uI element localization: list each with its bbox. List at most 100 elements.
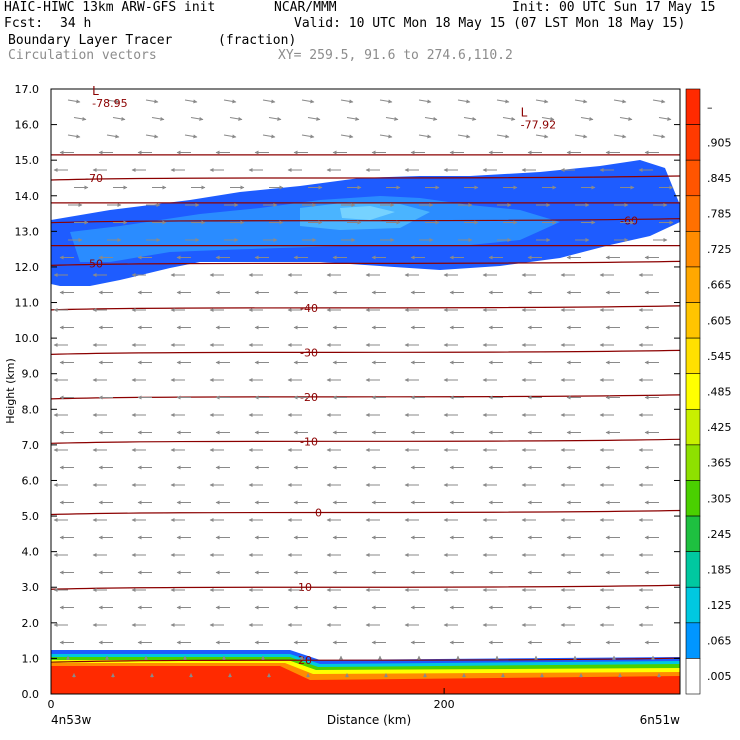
wind-vector <box>496 134 510 139</box>
wind-vector <box>112 116 126 121</box>
colorbar-label: .365 <box>707 457 732 470</box>
y-tick-label: 16.0 <box>15 119 40 132</box>
y-tick-label: 14.0 <box>15 190 40 203</box>
wind-vector <box>346 116 360 121</box>
wind-vector <box>457 99 471 104</box>
field2-title: Circulation vectors <box>8 48 157 63</box>
y-tick-label: 12.0 <box>15 261 40 274</box>
isotherm-line <box>51 394 680 400</box>
colorbar-label: .005 <box>707 670 732 683</box>
isotherm-line <box>51 657 680 663</box>
extremum-symbol: L <box>521 106 528 120</box>
colorbar-swatch <box>685 124 701 161</box>
y-tick-label: 8.0 <box>22 403 40 416</box>
colorbar-swatch <box>685 444 701 481</box>
wind-vector <box>184 134 198 139</box>
isotherm-label: -40 <box>300 302 318 315</box>
wind-vector <box>340 134 354 139</box>
colorbar-swatch <box>685 266 701 303</box>
wind-vector <box>541 116 555 121</box>
isotherm-label: 0 <box>315 507 322 520</box>
wind-vector <box>502 116 516 121</box>
wind-vector <box>580 116 594 121</box>
colorbar-label: .305 <box>707 492 732 505</box>
colorbar-label: .245 <box>707 528 732 541</box>
wind-vector <box>379 99 393 104</box>
tracer-plume-core <box>340 206 395 220</box>
wind-vector <box>106 134 120 139</box>
wind-vector <box>574 99 588 104</box>
colorbar-label: .485 <box>707 386 732 399</box>
wind-vector <box>496 99 510 104</box>
wind-vector <box>301 99 315 104</box>
wind-vector <box>190 116 204 121</box>
colorbar-swatch <box>685 302 701 339</box>
valid-time: Valid: 10 UTC Mon 18 May 15 (07 LST Mon … <box>294 16 686 31</box>
colorbar-swatch <box>685 195 701 232</box>
x-end-label-right: 6n51w <box>640 713 681 727</box>
wind-vector <box>418 99 432 104</box>
isotherm-line <box>51 509 680 516</box>
wind-vector <box>613 99 627 104</box>
wind-vector <box>229 116 243 121</box>
fcst-label: Fcst: <box>4 16 44 31</box>
isotherm-line <box>51 175 680 181</box>
isotherm-label: -50 <box>85 257 103 270</box>
isotherm-label: -20 <box>300 391 318 404</box>
y-tick-label: 5.0 <box>22 510 40 523</box>
x-tick-label: 200 <box>434 698 455 711</box>
y-tick-label: 1.0 <box>22 652 40 665</box>
extremum-value: -78.95 <box>92 97 127 110</box>
y-tick-label: 6.0 <box>22 474 40 487</box>
wind-vector <box>457 134 471 139</box>
y-axis-label: Height (km) <box>4 358 17 424</box>
wind-vector <box>652 134 666 139</box>
wind-vector <box>652 99 666 104</box>
wind-vector <box>307 116 321 121</box>
extremum-symbol: L <box>92 84 99 98</box>
wind-vector <box>73 116 87 121</box>
field1-units: (fraction) <box>218 33 297 48</box>
colorbar-swatch <box>685 373 701 410</box>
colorbar-swatch <box>685 658 701 695</box>
colorbar-label: .425 <box>707 421 732 434</box>
wind-vector <box>379 134 393 139</box>
wind-vector <box>67 134 81 139</box>
xy-range: XY= 259.5, 91.6 to 274.6,110.2 <box>278 48 513 63</box>
y-tick-label: 3.0 <box>22 581 40 594</box>
wind-vector <box>223 134 237 139</box>
isotherm-label: -30 <box>300 346 318 359</box>
y-tick-label: 0.0 <box>22 688 40 701</box>
colorbar-label: .845 <box>707 172 732 185</box>
colorbar-label: .125 <box>707 599 732 612</box>
wind-vector <box>145 134 159 139</box>
colorbar-label: .785 <box>707 208 732 221</box>
wind-vector <box>613 134 627 139</box>
wind-vector <box>658 116 672 121</box>
y-tick-label: 9.0 <box>22 368 40 381</box>
wind-vector <box>223 99 237 104</box>
colorbar-swatch <box>685 159 701 197</box>
isotherm-line <box>51 305 680 311</box>
colorbar-swatch <box>685 337 701 375</box>
wind-vector <box>151 116 165 121</box>
wind-vector <box>106 99 120 104</box>
colorbar-swatch <box>685 586 701 624</box>
colorbar-label: .065 <box>707 635 732 648</box>
colorbar-label: .725 <box>707 243 732 256</box>
x-tick-label: 0 <box>48 698 55 711</box>
org-label: NCAR/MMM <box>274 0 337 15</box>
wind-vector <box>418 134 432 139</box>
isotherm-label: -70 <box>85 172 103 185</box>
colorbar-label: .605 <box>707 314 732 327</box>
x-axis-label: Distance (km) <box>327 713 411 727</box>
isotherm-label: 10 <box>298 581 312 594</box>
y-tick-label: 10.0 <box>15 332 40 345</box>
colorbar-swatch <box>685 231 701 268</box>
wind-vector <box>262 134 276 139</box>
colorbar-swatch <box>685 480 701 517</box>
field1-title: Boundary Layer Tracer <box>8 33 173 48</box>
y-tick-label: 11.0 <box>15 297 40 310</box>
wind-vector <box>463 116 477 121</box>
